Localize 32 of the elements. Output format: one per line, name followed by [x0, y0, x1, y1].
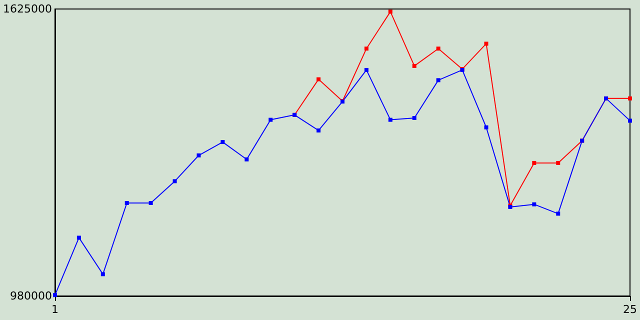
point — [244, 157, 249, 162]
point — [556, 212, 560, 216]
point — [364, 68, 368, 72]
point — [484, 42, 488, 46]
point — [76, 236, 81, 240]
point — [196, 153, 201, 158]
point — [388, 118, 392, 122]
point — [532, 202, 536, 206]
point — [388, 10, 392, 14]
y-tick-label: 980000 — [10, 290, 52, 302]
y-tick-label: 1625000 — [2, 2, 52, 16]
point — [412, 64, 416, 68]
point — [52, 293, 57, 298]
point — [172, 179, 177, 184]
point — [364, 46, 368, 51]
point — [532, 160, 536, 165]
point — [316, 128, 321, 132]
point — [220, 140, 225, 144]
point — [556, 160, 560, 165]
point — [436, 46, 440, 51]
point — [484, 125, 488, 130]
point — [412, 116, 416, 120]
x-tick-label: 25 — [623, 303, 637, 316]
point — [316, 77, 321, 82]
point — [628, 96, 632, 100]
point — [148, 201, 153, 206]
point — [124, 201, 129, 206]
x-tick-label: 1 — [51, 303, 58, 316]
point — [100, 272, 105, 276]
point — [268, 118, 273, 122]
point — [436, 78, 440, 82]
point — [628, 118, 632, 123]
